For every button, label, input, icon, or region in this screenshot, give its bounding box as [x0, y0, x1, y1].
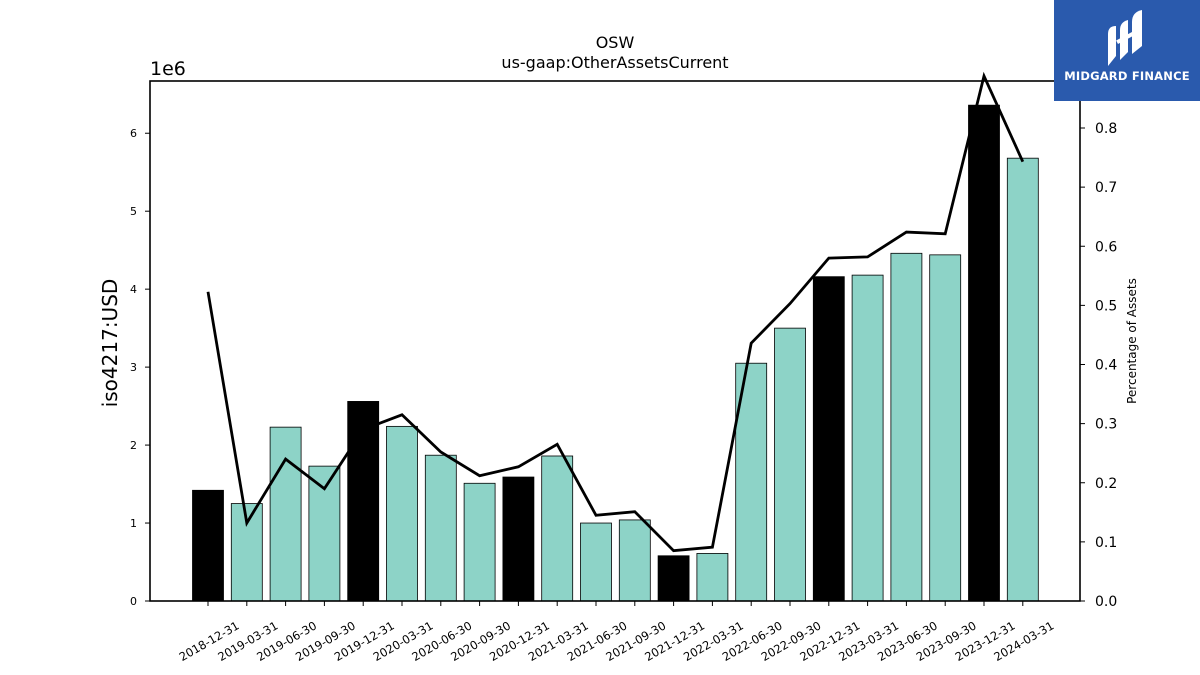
bar-2020-03-31 [386, 425, 418, 602]
bar-2020-12-31 [502, 476, 535, 602]
plot-frame [149, 80, 1081, 602]
midgard-finance-logo: MIDGARD FINANCE [1054, 0, 1200, 101]
y2-tick-label: 0.3 [1095, 417, 1117, 433]
percentage-line-series [206, 71, 1025, 553]
bar-2021-06-30 [580, 522, 612, 602]
bar-2021-09-30 [618, 519, 651, 602]
bar-2023-09-30 [929, 254, 962, 602]
bar-2024-03-31 [1006, 157, 1039, 602]
chart-subtitle: us-gaap:OtherAssetsCurrent [501, 53, 728, 72]
y-tick-label: 5 [130, 205, 137, 218]
y2-tick-label: 0.0 [1095, 594, 1117, 610]
y-axis-label: iso4217:USD [98, 279, 122, 408]
y-tick-label: 0 [130, 595, 137, 608]
bar-2021-03-31 [541, 455, 574, 602]
y2-axis-label: Percentage of Assets [1125, 278, 1139, 404]
percentage-line [206, 71, 1025, 553]
bar-2022-09-30 [774, 327, 806, 602]
bar-2022-12-31 [812, 276, 845, 602]
bar-2023-03-31 [851, 274, 884, 602]
bar-2023-06-30 [890, 252, 923, 602]
bar-2020-09-30 [463, 482, 496, 602]
bar-2018-12-31 [192, 489, 224, 602]
y2-tick-label: 0.5 [1095, 298, 1117, 314]
bar-2021-12-31 [657, 555, 690, 602]
y2-tick-label: 0.7 [1095, 180, 1117, 196]
logo-text: MIDGARD FINANCE [1064, 69, 1190, 83]
midgard-logo-icon [1108, 10, 1142, 66]
bar-2019-06-30 [269, 426, 302, 602]
y2-tick-label: 0.4 [1095, 358, 1117, 374]
y-axis-offset-label: 1e6 [150, 58, 186, 80]
bar-series [192, 104, 1039, 602]
y-tick-label: 2 [130, 439, 137, 452]
y-tick-label: 4 [130, 283, 137, 296]
bar-2023-12-31 [968, 104, 1000, 602]
chart-title: OSW [596, 33, 635, 52]
y2-tick-label: 0.2 [1095, 476, 1117, 492]
y-tick-label: 6 [130, 127, 137, 140]
y2-tick-label: 0.8 [1095, 121, 1117, 137]
y2-tick-label: 0.1 [1095, 535, 1117, 551]
y-tick-label: 3 [130, 361, 137, 374]
bar-2020-06-30 [424, 454, 457, 602]
y-tick-label: 1 [130, 517, 137, 530]
bar-2019-12-31 [347, 401, 380, 602]
bar-2022-03-31 [696, 553, 729, 602]
y2-tick-label: 0.6 [1095, 239, 1117, 255]
